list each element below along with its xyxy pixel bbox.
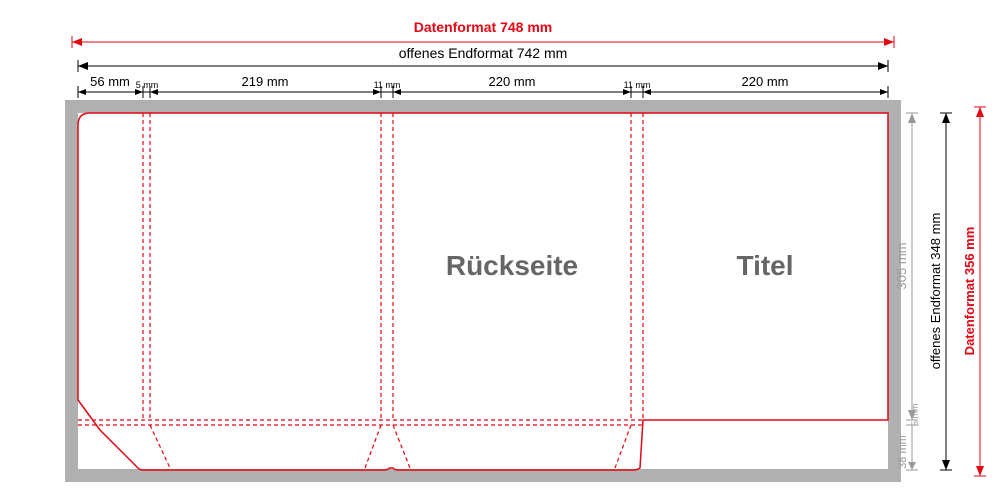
label-w56: 56 mm — [90, 74, 130, 89]
dim-datenformat-height: Datenformat 356 mm — [962, 107, 986, 476]
label-datenformat-w: Datenformat 748 mm — [414, 19, 553, 35]
label-w5: 5 mm — [136, 80, 159, 90]
dim-offenes-width: offenes Endformat 742 mm — [78, 45, 888, 72]
dim-segments: 56 mm 5 mm 219 mm 11 mm 220 mm 11 mm 220… — [78, 74, 888, 98]
label-w11b: 11 mm — [624, 80, 651, 90]
label-offenes-h: offenes Endformat 348 mm — [928, 213, 943, 370]
fold-lines — [78, 113, 643, 468]
label-titel: Titel — [736, 250, 793, 281]
label-datenformat-h: Datenformat 356 mm — [962, 227, 977, 356]
label-w220b: 220 mm — [742, 74, 789, 89]
label-rueckseite: Rückseite — [446, 250, 578, 281]
dieline-diagram: Datenformat 748 mm offenes Endformat 742… — [0, 0, 1000, 500]
label-w11a: 11 mm — [374, 80, 401, 90]
label-h5: 5 mm — [910, 404, 920, 427]
dieline-cut — [78, 113, 888, 470]
label-offenes-w: offenes Endformat 742 mm — [399, 45, 568, 61]
dim-offenes-height: offenes Endformat 348 mm — [928, 113, 952, 470]
dim-datenformat-width: Datenformat 748 mm — [72, 19, 894, 48]
label-h38: 38 mm — [897, 435, 909, 469]
label-h305: 305 mm — [894, 243, 909, 290]
label-w219: 219 mm — [242, 74, 289, 89]
label-w220a: 220 mm — [489, 74, 536, 89]
